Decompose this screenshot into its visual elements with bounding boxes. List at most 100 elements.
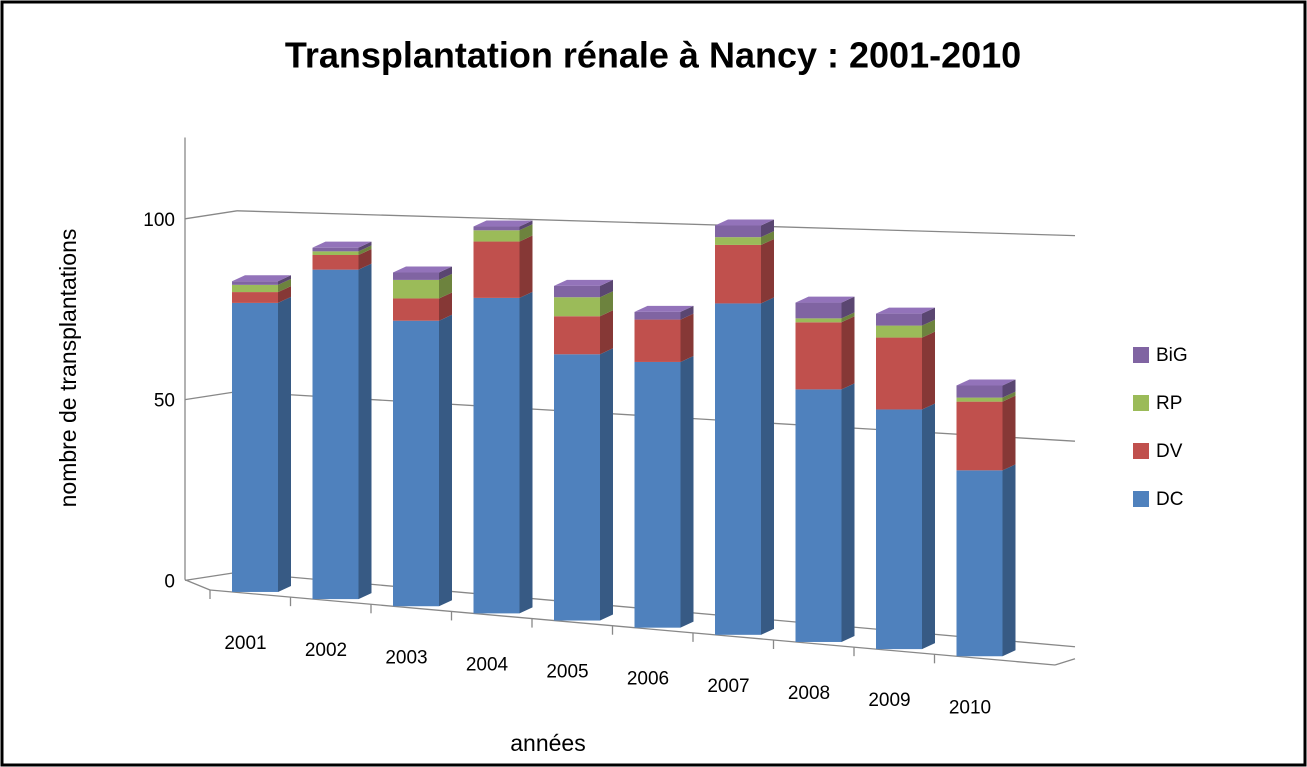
bar-top [795,296,855,303]
legend-label: RP [1156,393,1182,414]
bar-segment [876,409,922,650]
bar-segment [232,302,278,592]
bar-side [519,224,533,242]
bar-segment [795,322,842,390]
bar-segment [795,302,842,319]
bar-segment [554,354,600,621]
x-tick-label: 2007 [707,676,749,697]
x-tick-label: 2008 [788,683,830,704]
bar-segment [312,254,359,270]
x-tick-label: 2003 [385,647,427,668]
bar-side [841,296,855,319]
bar-segment [634,311,681,320]
bar-side [278,286,291,303]
bar-side [439,273,452,299]
chart-title: Transplantation rénale à Nancy : 2001-20… [285,35,1021,76]
x-tick-label: 2004 [466,654,509,675]
bar-side [519,291,533,614]
x-tick-label: 2006 [627,669,669,690]
bar-side [358,263,372,600]
grid-connector [184,210,238,220]
plot-area: 0 50 100 2001 2002 2003 2004 2005 2006 2007 2008 20… [143,137,1076,718]
bar-top [956,379,1016,386]
grid-connector [184,571,238,582]
bar-segment [393,298,439,321]
bar-segment [634,361,681,628]
bar-side [841,312,855,323]
y-tick-label: 50 [154,391,175,412]
bar-top [554,279,613,286]
x-tick-label: 2005 [546,662,588,683]
bar-segment [393,320,439,607]
legend-swatch [1133,347,1149,363]
x-axis-title: années [510,730,585,756]
bar-segment [956,397,1003,402]
bar-side [922,331,935,410]
legend-label: BiG [1156,345,1188,366]
bar-segment [956,385,1003,398]
bar-segment [473,230,520,242]
bar-side [761,297,774,635]
bar-side [600,348,613,621]
bar-segment [956,470,1003,657]
bar-segment [473,241,520,298]
bar-side [278,278,291,293]
bar-side [841,316,855,390]
bar-side [278,275,291,285]
bar-segment [876,337,922,410]
floor-edge [184,579,211,591]
bar-side [922,319,935,338]
bar-segment [554,316,600,355]
bar-side [841,383,855,642]
x-tick-label: 2010 [949,697,991,718]
bar-top [232,275,291,282]
x-tick-label: 2001 [224,633,266,654]
bar-side [600,291,613,317]
bar-segment [232,281,278,285]
grid-line [236,210,1076,237]
bar-segment [956,401,1003,471]
bar-side [922,403,935,650]
bar-segment [715,237,761,245]
bar-side [439,314,452,607]
bar-top [876,307,935,314]
bar-side [1002,464,1016,657]
bar-side [439,292,452,321]
floor-right [1054,658,1076,666]
bar-side [680,305,694,320]
bar-segment [634,319,681,362]
bar-segment [876,325,922,338]
legend-swatch [1133,443,1149,459]
y-tick-label: 100 [143,210,175,231]
y-axis-title: nombre de transplantations [55,229,81,508]
bar-side [439,266,452,280]
x-tick-label: 2002 [305,640,347,661]
bar-segment [715,303,761,635]
legend-swatch [1133,491,1149,507]
y-tick-label: 0 [164,571,175,592]
bar-side [358,248,372,270]
bar-side [600,279,613,298]
bar-side [1002,395,1016,471]
x-tick-label: 2009 [868,690,910,711]
bar-top [393,266,452,273]
bar-segment [876,313,922,326]
bar-segment [554,297,600,317]
bar-top [715,219,774,226]
bar-side [358,245,372,255]
bar-segment [715,244,761,304]
bar-side [761,238,774,304]
grid-connector [184,390,238,401]
bar-segment [473,297,520,614]
bar-segment [312,247,359,252]
bar-side [1002,379,1016,398]
floor-front [209,589,1056,666]
legend-swatch [1133,395,1149,411]
bar-segment [554,285,600,298]
bar-side [519,220,533,231]
bar-side [1002,391,1016,402]
bar-segment [393,272,439,280]
bar-segment [312,269,359,600]
bar-top [312,241,372,248]
legend-label: DV [1156,441,1183,462]
